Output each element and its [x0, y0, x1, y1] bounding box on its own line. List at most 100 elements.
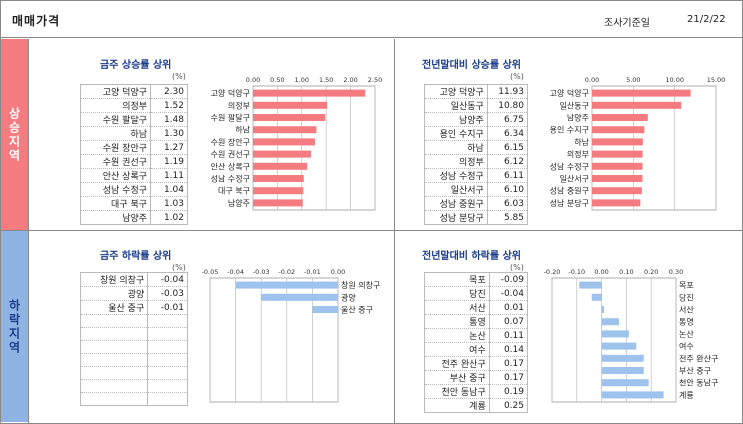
- region-name: [80, 340, 148, 354]
- category-label: 대구 북구: [218, 187, 250, 196]
- tick-label: -0.10: [568, 268, 585, 276]
- rate-value: 0.14: [488, 342, 528, 357]
- category-label: 부산 중구: [679, 366, 711, 376]
- region-name: 의정부: [80, 98, 151, 113]
- tick-label: -0.03: [253, 268, 270, 276]
- rate-value: [147, 314, 188, 328]
- table-row: 대구 북구 1.03: [80, 196, 188, 211]
- region-name: 남양주: [424, 112, 488, 127]
- region-name: 수원 권선구: [80, 154, 151, 169]
- rate-value: 6.12: [486, 154, 528, 169]
- category-label: 창원 의창구: [341, 280, 380, 290]
- tick-label: 2.00: [343, 76, 357, 84]
- tick-label: 2.50: [368, 76, 382, 84]
- bar: [592, 187, 642, 195]
- tick-label: 0.00: [585, 76, 599, 84]
- region-name: 광양: [80, 286, 148, 301]
- down-weekly-title: 금주 하락률 상위: [100, 251, 172, 262]
- rate-value: 6.03: [486, 196, 528, 211]
- bar: [592, 138, 643, 146]
- table-row: [80, 327, 188, 341]
- category-label: 수원 장안구: [211, 137, 250, 147]
- rate-value: 1.03: [150, 196, 188, 211]
- table-row: 남양주 1.02: [80, 210, 188, 225]
- rate-value: 2.30: [150, 84, 188, 99]
- region-name: 계룡: [424, 398, 490, 413]
- tick-label: -0.02: [278, 268, 295, 276]
- up-yearly-title: 전년말대비 상승률 상위: [422, 60, 521, 71]
- category-label: 성남 수정구: [211, 174, 250, 184]
- tick-label: 1.50: [319, 76, 333, 84]
- region-name: 수원 팔달구: [80, 112, 151, 127]
- rate-value: 0.17: [488, 370, 528, 385]
- tick-label: 0.00: [331, 268, 345, 276]
- region-name: [80, 366, 148, 380]
- rate-value: 0.07: [488, 314, 528, 329]
- bar: [253, 187, 304, 195]
- bar: [253, 126, 317, 134]
- region-name: 일산서구: [424, 182, 488, 197]
- header-bar: 매매가격 조사기준일 21/2/22: [1, 1, 742, 38]
- table-row: 성남 분당구 5.85: [424, 210, 528, 225]
- table-row: 성남 수정구 6.11: [424, 168, 528, 183]
- bar: [601, 379, 649, 387]
- category-label: 성남 수정구: [550, 161, 589, 171]
- rate-value: 6.15: [486, 140, 528, 155]
- bar: [592, 150, 643, 158]
- rate-value: [147, 366, 188, 380]
- rate-value: 10.80: [486, 98, 528, 113]
- rate-value: 0.17: [488, 356, 528, 371]
- bar: [579, 281, 602, 289]
- table-row: 당진 -0.04: [424, 286, 528, 301]
- table-row: 광양 -0.03: [80, 286, 188, 301]
- table-row: 수원 팔달구 1.48: [80, 112, 188, 127]
- table-row: 논산 0.11: [424, 328, 528, 343]
- tick-label: 0.50: [270, 76, 284, 84]
- region-name: 논산: [424, 328, 490, 343]
- table-row: 하남 1.30: [80, 126, 188, 141]
- table-row: 울산 중구 -0.01: [80, 300, 188, 315]
- center-divider: [394, 39, 395, 423]
- rate-value: [147, 340, 188, 354]
- category-label: 수원 권선구: [211, 149, 250, 159]
- bar: [601, 367, 644, 374]
- category-label: 논산: [679, 329, 694, 339]
- category-label: 안산 상록구: [211, 161, 250, 171]
- region-name: 부산 중구: [424, 370, 490, 385]
- bar: [253, 114, 326, 121]
- tick-label: 0.00: [594, 268, 608, 276]
- bar: [592, 162, 643, 170]
- category-label: 서산: [679, 305, 694, 315]
- rate-value: 1.11: [150, 168, 188, 183]
- side-divider: [28, 39, 29, 423]
- bar: [235, 281, 338, 289]
- section-divider: [1, 230, 742, 231]
- bar: [601, 342, 637, 350]
- region-name: 전주 완산구: [424, 356, 490, 371]
- tick-label: 10.00: [665, 76, 684, 84]
- category-label: 용인 수지구: [550, 125, 589, 135]
- tick-label: 1.00: [295, 76, 309, 84]
- up-yearly-table: 고양 덕양구 11.93 일산동구 10.80 남양주 6.75 용인 수지구 6.34 하남 6…: [424, 84, 528, 225]
- region-name: 성남 분당구: [424, 210, 488, 225]
- region-name: [80, 327, 148, 341]
- bar: [592, 175, 643, 182]
- table-row: 창원 의창구 -0.04: [80, 272, 188, 287]
- region-name: 천안 동남구: [424, 384, 490, 399]
- tick-label: -0.05: [202, 268, 219, 276]
- table-row: 여수 0.14: [424, 342, 528, 357]
- rate-value: -0.04: [488, 286, 528, 301]
- bar: [601, 330, 629, 338]
- tick-label: 0.30: [669, 268, 683, 276]
- bar: [591, 293, 602, 301]
- table-row: 천안 동남구 0.19: [424, 384, 528, 399]
- tick-label: -0.20: [544, 268, 561, 276]
- rate-value: [147, 327, 188, 341]
- region-name: 고양 덕양구: [424, 84, 488, 99]
- region-name: 성남 수정구: [424, 168, 488, 183]
- rate-value: -0.04: [147, 272, 188, 287]
- rate-value: 0.25: [488, 398, 528, 413]
- survey-date-label: 조사기준일: [604, 18, 650, 29]
- table-row: [80, 353, 188, 367]
